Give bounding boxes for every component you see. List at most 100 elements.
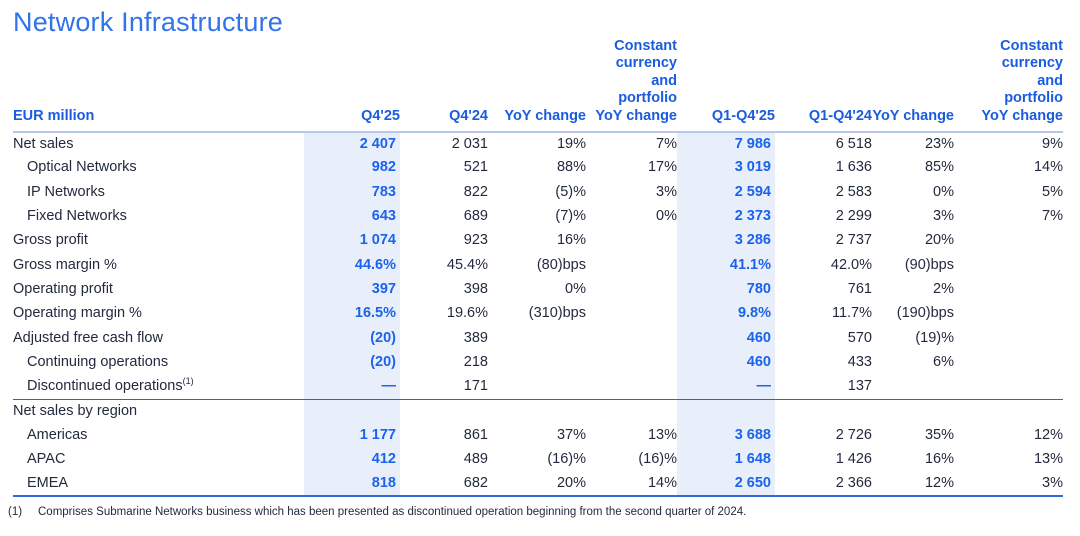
cell: 2 583 <box>835 183 872 200</box>
cell <box>586 302 677 326</box>
column-header-yoy-change-fy: YoY change <box>872 38 954 133</box>
table-row: Operating margin % 16.5% 19.6% (310)bps 9.8%… <box>13 302 1063 327</box>
cell <box>775 398 872 424</box>
cell: 2 726 <box>835 426 872 443</box>
cell <box>954 398 1063 424</box>
column-header-cc-yoy-change-fy: Constant currency and portfolio YoY chan… <box>954 38 1063 133</box>
cell: 13% <box>1033 450 1063 467</box>
cell: 861 <box>463 426 488 443</box>
cell: 643 <box>304 204 400 230</box>
cell <box>872 375 954 399</box>
table-row: Gross margin % 44.6% 45.4% (80)bps 41.1% 42.0… <box>13 253 1063 278</box>
cell: 1 636 <box>835 159 872 176</box>
cell: 2 650 <box>677 472 775 497</box>
cell: 2% <box>933 280 954 297</box>
report-page: Network Infrastructure EUR million Q4'25… <box>0 7 1080 536</box>
cell <box>954 375 1063 399</box>
cell: 3 286 <box>677 229 775 254</box>
row-label: Operating margin % <box>13 305 142 322</box>
row-label: Net sales <box>13 135 74 152</box>
cell: 23% <box>924 135 954 152</box>
cell: 20% <box>556 474 586 491</box>
cell: 923 <box>463 232 488 249</box>
cell <box>586 375 677 399</box>
table-header: EUR million Q4'25 Q4'24 YoY change Const… <box>13 38 1063 133</box>
cell: 13% <box>647 426 677 443</box>
cell <box>954 302 1063 326</box>
cell: 171 <box>463 377 488 394</box>
cell: — <box>304 374 400 400</box>
cell <box>954 229 1063 253</box>
cell <box>488 351 586 375</box>
row-label: Optical Networks <box>27 159 137 176</box>
row-label: Operating profit <box>13 280 113 297</box>
cell: 521 <box>463 159 488 176</box>
cell: 780 <box>677 277 775 303</box>
cell: 16.5% <box>304 302 400 327</box>
cell: 3% <box>933 208 954 225</box>
cell: 2 737 <box>835 232 872 249</box>
cell: (190)bps <box>896 305 954 322</box>
cell: 1 648 <box>677 447 775 473</box>
cell: (20) <box>304 326 400 351</box>
cell: 7 986 <box>677 131 775 157</box>
cell <box>586 398 677 424</box>
cell <box>954 326 1063 350</box>
table-row: Net sales 2 407 2 031 19% 7% 7 986 6 518 23% 9% <box>13 131 1063 157</box>
cell: 41.1% <box>677 253 775 278</box>
cell: 818 <box>304 472 400 497</box>
row-label: Gross profit <box>13 232 88 249</box>
cell: 2 299 <box>835 208 872 225</box>
cell: 412 <box>304 447 400 473</box>
cell: 1 426 <box>835 450 872 467</box>
cell <box>954 253 1063 277</box>
cell: 398 <box>463 280 488 297</box>
cell: 37% <box>556 426 586 443</box>
cell: (90)bps <box>904 256 954 273</box>
table-row: Americas 1 177 861 37% 13% 3 688 2 726 35% 12% <box>13 423 1063 448</box>
cell: 2 594 <box>677 180 775 205</box>
cell: 44.6% <box>304 253 400 278</box>
cell <box>488 398 586 424</box>
cell: 11.7% <box>831 305 872 322</box>
table-row: Operating profit 397 398 0% 780 761 2% <box>13 277 1063 303</box>
footnote-ref: (1) <box>182 376 194 387</box>
cell <box>954 278 1063 302</box>
cell <box>677 398 775 424</box>
cell: 982 <box>304 156 400 181</box>
column-header-q4-24: Q4'24 <box>400 38 488 133</box>
cell: 433 <box>847 353 872 370</box>
cell: 682 <box>463 474 488 491</box>
cell: 20% <box>924 232 954 249</box>
cell: (80)bps <box>536 256 586 273</box>
cell: 489 <box>463 450 488 467</box>
cell: 12% <box>1033 426 1063 443</box>
row-label: Gross margin % <box>13 256 117 273</box>
cell: 783 <box>304 180 400 205</box>
table-row: Discontinued operations(1) — 171 — 137 <box>13 374 1063 400</box>
table-row: IP Networks 783 822 (5)% 3% 2 594 2 583 0% 5% <box>13 180 1063 205</box>
table-body: Net sales 2 407 2 031 19% 7% 7 986 6 518 23% 9% O… <box>13 131 1063 497</box>
financials-table: EUR million Q4'25 Q4'24 YoY change Const… <box>13 38 1063 498</box>
cell: (16)% <box>547 450 586 467</box>
cell <box>488 375 586 399</box>
cell: 761 <box>847 280 872 297</box>
row-label: Fixed Networks <box>27 208 127 225</box>
cell: 35% <box>924 426 954 443</box>
cell: 137 <box>847 377 872 394</box>
table-row: Optical Networks 982 521 88% 17% 3 019 1 636 85… <box>13 156 1063 181</box>
cell: 822 <box>463 183 488 200</box>
column-header-yoy-change: YoY change <box>488 38 586 133</box>
row-label: Continuing operations <box>27 353 169 370</box>
cell: 570 <box>847 329 872 346</box>
column-header-q1-q4-25: Q1-Q4'25 <box>677 38 775 133</box>
cell: 16% <box>556 232 586 249</box>
row-label: Americas <box>27 426 88 443</box>
table-row: Adjusted free cash flow (20) 389 460 570 (19)… <box>13 326 1063 351</box>
section-row: Net sales by region <box>13 398 1063 424</box>
row-label: Net sales by region <box>13 398 304 424</box>
row-label: EMEA <box>27 474 69 491</box>
row-label: IP Networks <box>27 183 105 200</box>
table-row: Fixed Networks 643 689 (7)% 0% 2 373 2 299 3% 7% <box>13 204 1063 230</box>
cell: 5% <box>1042 183 1063 200</box>
